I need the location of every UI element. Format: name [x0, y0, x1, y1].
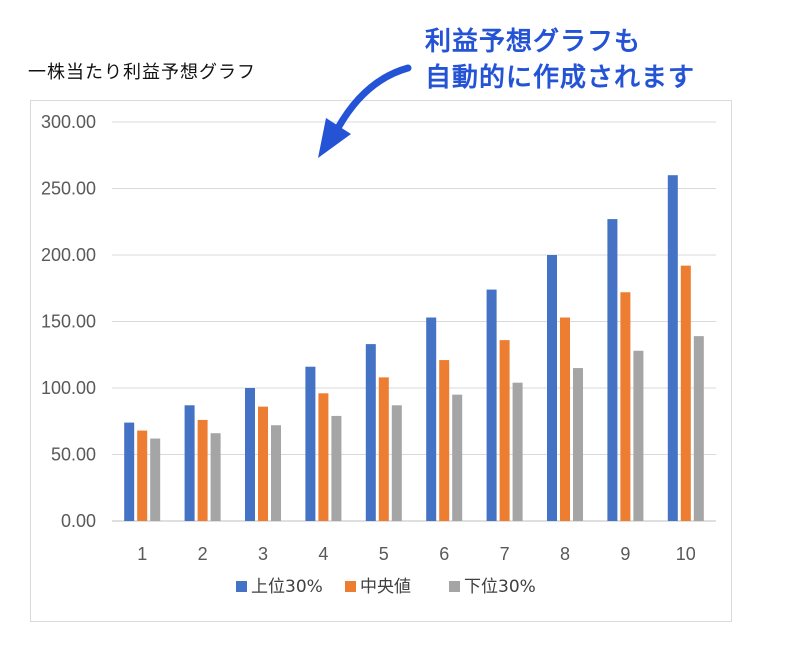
- bar: [560, 317, 570, 521]
- bar: [693, 336, 704, 521]
- y-tick-label: 200.00: [41, 245, 96, 265]
- bar: [620, 292, 631, 521]
- bar: [633, 350, 644, 521]
- bar: [607, 219, 618, 521]
- bar: [305, 366, 316, 521]
- bar: [680, 265, 691, 521]
- callout-arrow: [318, 64, 412, 158]
- x-tick-label: 4: [318, 544, 328, 564]
- arrow-head: [318, 118, 351, 158]
- bar: [391, 405, 402, 521]
- x-axis-ticks: 1 2 3 4 5 6 7 8 9 10: [137, 544, 696, 564]
- x-tick-label: 2: [198, 544, 208, 564]
- bar: [547, 255, 557, 521]
- y-tick-label: 300.00: [41, 112, 96, 132]
- y-tick-label: 50.00: [51, 445, 96, 465]
- bar: [331, 415, 342, 521]
- bar: [378, 377, 389, 521]
- legend-swatch: [236, 581, 247, 592]
- bar: [184, 405, 195, 521]
- y-tick-label: 150.00: [41, 312, 96, 332]
- bar: [439, 360, 450, 521]
- bar: [197, 419, 208, 521]
- bars: [124, 175, 704, 521]
- bar: [210, 433, 221, 521]
- x-tick-label: 1: [137, 544, 147, 564]
- callout-line-1: 利益予想グラフも: [425, 27, 642, 57]
- x-tick-label: 7: [500, 544, 510, 564]
- bar: [452, 394, 463, 521]
- y-axis-ticks: 0.00 50.00 100.00 150.00 200.00 250.00 300.00: [41, 112, 96, 531]
- bar: [150, 438, 161, 521]
- x-tick-label: 10: [676, 544, 696, 564]
- legend-swatch: [449, 581, 460, 592]
- bar: [573, 368, 583, 521]
- callout-line-2: 自動的に作成されます: [425, 63, 696, 93]
- legend-label: 上位30%: [251, 577, 323, 597]
- callout-text: 利益予想グラフも 自動的に作成されます: [425, 24, 695, 96]
- bar: [667, 175, 678, 521]
- y-tick-label: 250.00: [41, 179, 96, 199]
- bar: [426, 317, 437, 521]
- y-tick-label: 0.00: [61, 511, 96, 531]
- legend-label: 中央値: [360, 577, 411, 597]
- x-tick-label: 6: [439, 544, 449, 564]
- bar: [365, 344, 376, 521]
- legend-label: 下位30%: [464, 577, 536, 597]
- bar: [137, 430, 148, 521]
- bar: [486, 289, 497, 521]
- legend-swatch: [345, 581, 356, 592]
- arrow-shaft: [334, 64, 412, 132]
- x-tick-label: 3: [258, 544, 268, 564]
- bar: [318, 393, 329, 521]
- page-title: 一株当たり利益予想グラフ: [28, 62, 256, 83]
- x-tick-label: 5: [379, 544, 389, 564]
- bar: [499, 340, 510, 521]
- bar: [512, 382, 523, 521]
- bar: [245, 388, 255, 521]
- bar: [124, 422, 135, 521]
- x-tick-label: 9: [620, 544, 630, 564]
- y-tick-label: 100.00: [41, 378, 96, 398]
- bar: [258, 406, 268, 521]
- legend: 上位30% 中央値 下位30%: [236, 577, 536, 597]
- x-tick-label: 8: [560, 544, 570, 564]
- bar: [271, 425, 281, 521]
